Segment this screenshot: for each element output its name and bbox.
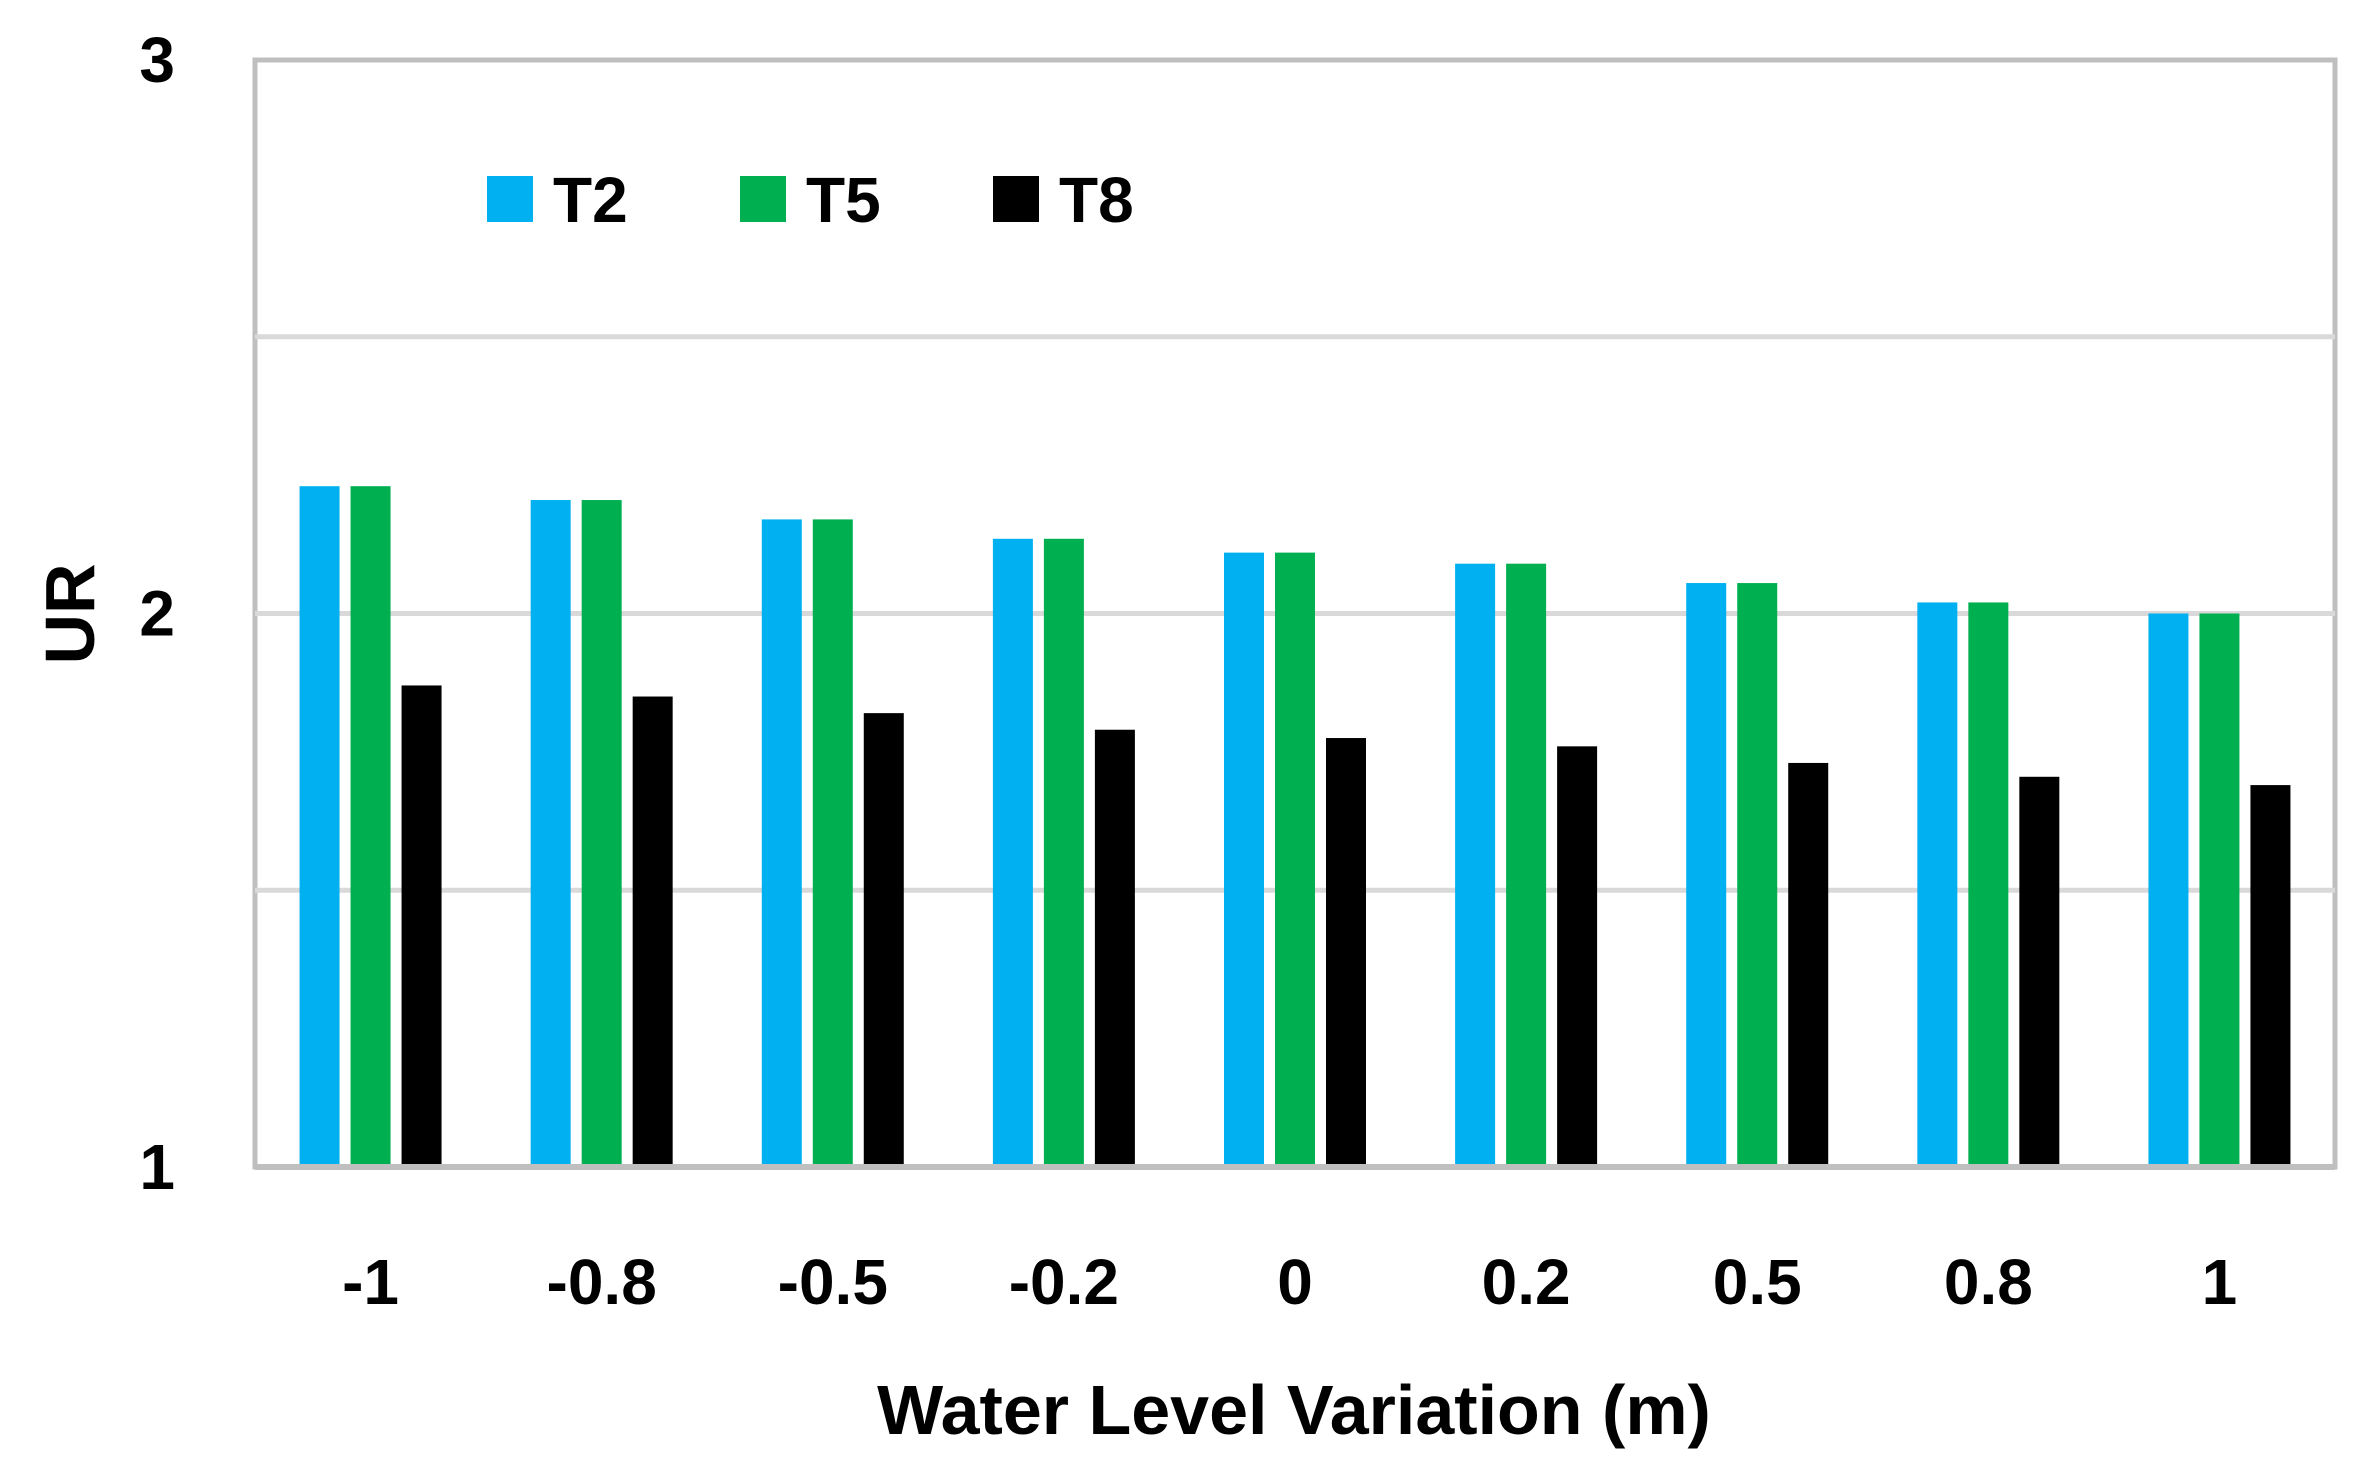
bar-t2-7 bbox=[1917, 602, 1958, 1167]
x-tick-labels: -1 -0.8 -0.5 -0.2 0 0.2 0.5 0.8 1 bbox=[342, 1246, 2237, 1318]
bar-t8-5 bbox=[1557, 746, 1598, 1167]
legend-label-t8: T8 bbox=[1059, 164, 1134, 236]
bar-t8-1 bbox=[632, 696, 673, 1167]
bars bbox=[299, 486, 2291, 1168]
bar-t8-8 bbox=[2250, 785, 2291, 1167]
x-tick-label: -1 bbox=[342, 1246, 399, 1318]
y-tick-labels: 1 2 3 bbox=[139, 24, 175, 1203]
bar-t2-0 bbox=[299, 486, 340, 1167]
x-tick-label: 1 bbox=[2202, 1246, 2238, 1318]
bar-t2-3 bbox=[992, 538, 1033, 1167]
bar-t5-7 bbox=[1968, 602, 2009, 1167]
legend-swatch-t5 bbox=[740, 176, 786, 222]
bar-t5-5 bbox=[1506, 563, 1547, 1167]
bar-t8-6 bbox=[1788, 762, 1829, 1167]
x-tick-label: 0.5 bbox=[1713, 1246, 1802, 1318]
bar-t2-8 bbox=[2148, 613, 2189, 1167]
bar-t2-5 bbox=[1455, 563, 1496, 1167]
x-axis-title: Water Level Variation (m) bbox=[877, 1371, 1711, 1449]
bar-t5-1 bbox=[581, 500, 622, 1168]
bar-t8-7 bbox=[2019, 776, 2060, 1167]
bar-t5-4 bbox=[1275, 552, 1315, 1167]
x-tick-label: 0.8 bbox=[1944, 1246, 2033, 1318]
bar-t5-6 bbox=[1737, 583, 1778, 1167]
x-tick-label: 0.2 bbox=[1482, 1246, 1571, 1318]
y-axis-title: UR bbox=[31, 563, 109, 664]
bar-t2-4 bbox=[1224, 552, 1264, 1167]
legend-swatch-t2 bbox=[487, 176, 533, 222]
bar-t2-1 bbox=[530, 500, 571, 1168]
legend: T2 T5 T8 bbox=[487, 164, 1134, 236]
y-tick-label: 3 bbox=[139, 24, 175, 96]
y-tick-label: 1 bbox=[139, 1131, 175, 1203]
bar-t5-8 bbox=[2199, 613, 2240, 1167]
legend-label-t2: T2 bbox=[553, 164, 628, 236]
y-tick-label: 2 bbox=[139, 578, 175, 650]
x-tick-label: -0.2 bbox=[1009, 1246, 1119, 1318]
x-tick-label: 0 bbox=[1277, 1246, 1313, 1318]
bar-t8-3 bbox=[1094, 729, 1135, 1167]
bar-t5-3 bbox=[1043, 538, 1084, 1167]
bar-t5-2 bbox=[812, 519, 853, 1167]
bar-t2-2 bbox=[761, 519, 802, 1167]
bar-t8-4 bbox=[1326, 738, 1366, 1167]
bar-t5-0 bbox=[350, 486, 391, 1167]
bar-t2-6 bbox=[1686, 583, 1727, 1167]
x-tick-label: -0.8 bbox=[547, 1246, 657, 1318]
legend-swatch-t8 bbox=[993, 176, 1039, 222]
x-tick-label: -0.5 bbox=[778, 1246, 888, 1318]
bar-t8-2 bbox=[863, 713, 904, 1167]
legend-label-t5: T5 bbox=[806, 164, 881, 236]
bar-t8-0 bbox=[401, 685, 442, 1167]
